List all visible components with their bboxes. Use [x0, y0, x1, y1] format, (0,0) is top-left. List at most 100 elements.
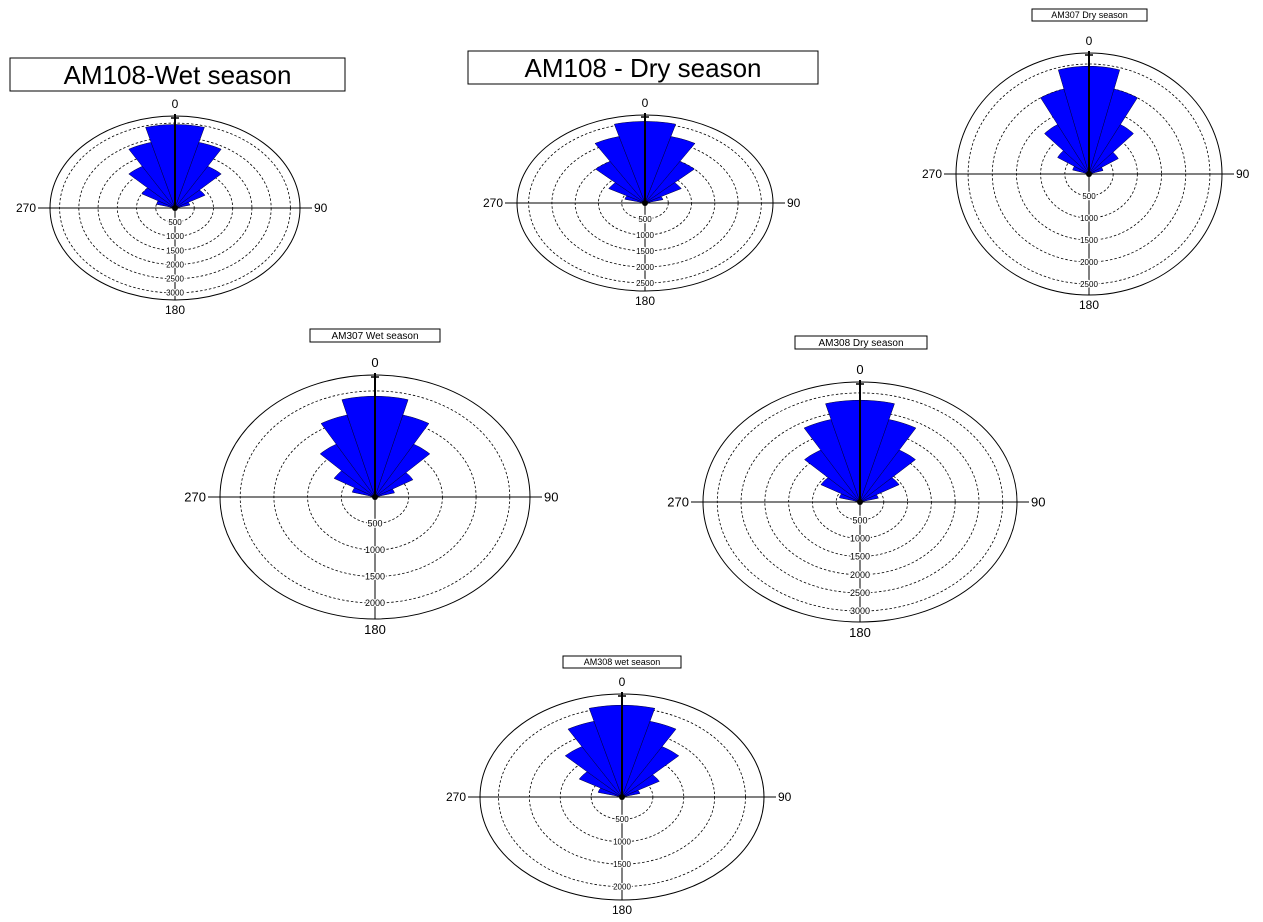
rose-petal-52.5	[644, 182, 682, 204]
chart-title-box	[1031, 8, 1148, 22]
rose-petal-22.5	[174, 142, 222, 209]
rose-petal-337.5	[803, 419, 861, 503]
rose-petal-307.5	[1057, 150, 1090, 175]
rose-petal-52.5	[621, 774, 660, 798]
rose-petal-22.5	[621, 721, 677, 798]
chart-title: AM307 Dry season	[1051, 10, 1128, 20]
rose-petal-37.5	[374, 443, 431, 498]
rose-petal-37.5	[621, 746, 680, 798]
rose-petal-322.5	[1044, 124, 1090, 175]
radial-tick-label-1500: 1500	[613, 860, 631, 869]
rose-petal-67.5	[174, 201, 191, 209]
rose-petal-67.5	[1088, 167, 1104, 175]
rose-petal-52.5	[859, 477, 900, 503]
chart-title: AM108-Wet season	[64, 60, 292, 90]
compass-label-west: 270	[446, 790, 466, 804]
compass-label-north: 0	[642, 96, 649, 110]
rose-petal-352.5	[1057, 65, 1090, 175]
radial-tick-label-1500: 1500	[636, 247, 654, 256]
radial-tick-label-500: 500	[638, 215, 652, 224]
radial-tick-label-500: 500	[852, 515, 867, 525]
compass-label-east: 90	[544, 490, 558, 505]
radial-tick-label-2500: 2500	[850, 588, 870, 598]
radial-tick-label-2000: 2000	[166, 260, 184, 269]
radial-tick-label-2000: 2000	[1080, 258, 1098, 267]
radial-tick-label-1000: 1000	[613, 838, 631, 847]
compass-label-south: 180	[635, 294, 655, 308]
rose-petal-52.5	[174, 189, 206, 209]
radial-tick-label-2500: 2500	[636, 279, 654, 288]
radial-tick-label-3000: 3000	[850, 606, 870, 616]
compass-label-east: 90	[1031, 495, 1045, 510]
rose-petal-307.5	[333, 470, 376, 498]
chart-title: AM308 wet season	[584, 657, 661, 667]
rose-petal-52.5	[1088, 151, 1119, 175]
compass-label-west: 270	[483, 196, 503, 210]
rose-petal-37.5	[1088, 124, 1134, 175]
radial-tick-label-1000: 1000	[1080, 214, 1098, 223]
rose-petal-22.5	[1088, 88, 1138, 175]
rose-petal-322.5	[564, 746, 623, 798]
chart-title-box	[562, 655, 682, 669]
rose-petal-52.5	[374, 472, 414, 498]
rose-petal-337.5	[594, 136, 646, 204]
rose-petal-337.5	[567, 721, 623, 798]
rose-petal-307.5	[608, 182, 646, 204]
rose-petal-307.5	[141, 187, 176, 209]
rose-petal-22.5	[374, 414, 430, 498]
rose-petal-37.5	[174, 165, 222, 209]
rose-petal-322.5	[595, 161, 646, 204]
radial-tick-label-1500: 1500	[166, 246, 184, 255]
rose-chart-6: AM308 wet season 500 1000 1500 2000 0 90 180 270	[446, 655, 792, 917]
chart-title-box	[9, 57, 346, 92]
compass-label-north: 0	[1086, 34, 1093, 48]
rose-petal-337.5	[1040, 88, 1090, 175]
compass-label-east: 90	[778, 790, 792, 804]
compass-label-south: 180	[849, 625, 871, 640]
compass-label-south: 180	[612, 903, 632, 917]
compass-label-south: 180	[1079, 298, 1099, 312]
compass-label-west: 270	[16, 201, 36, 215]
rose-chart-2: AM108 - Dry season 500 1000 1500 2000 2500 0 90…	[467, 50, 819, 308]
chart-title-box	[309, 328, 441, 343]
compass-label-north: 0	[856, 362, 863, 377]
rose-petal-352.5	[145, 124, 176, 209]
radial-tick-label-1000: 1000	[636, 231, 654, 240]
compass-label-north: 0	[619, 675, 626, 689]
radial-tick-label-1000: 1000	[166, 232, 184, 241]
rose-chart-3: AM307 Dry season 500 1000 1500 2000 2500 0 90 18…	[922, 8, 1250, 312]
radial-tick-label-2000: 2000	[365, 598, 385, 608]
rose-petal-337.5	[128, 142, 176, 209]
centre-point	[619, 794, 625, 800]
rose-petal-352.5	[613, 121, 646, 204]
rose-petal-322.5	[319, 443, 376, 498]
centre-point	[642, 200, 648, 206]
chart-title: AM108 - Dry season	[525, 53, 762, 83]
centre-point	[1086, 171, 1092, 177]
centre-point	[372, 494, 378, 500]
centre-point	[172, 205, 178, 211]
compass-label-south: 180	[165, 303, 185, 317]
rose-petal-352.5	[341, 395, 376, 498]
chart-title: AM308 Dry season	[818, 338, 903, 349]
rose-chart-5: AM308 Dry season 500 1000 1500 2000 2500 3000 0…	[667, 335, 1045, 640]
rose-petal-37.5	[859, 449, 916, 503]
rose-petal-67.5	[859, 494, 879, 503]
radial-tick-label-2000: 2000	[850, 570, 870, 580]
chart-title-box	[794, 335, 928, 350]
rose-chart-1: AM108-Wet season 500 1000 1500 2000 2500 3000 0…	[9, 57, 346, 317]
compass-label-east: 90	[787, 196, 801, 210]
rose-petal-22.5	[644, 136, 696, 204]
rose-petal-307.5	[820, 477, 861, 503]
radial-tick-label-3000: 3000	[166, 289, 184, 298]
compass-label-west: 270	[922, 167, 942, 181]
rose-petal-322.5	[128, 165, 176, 209]
compass-label-north: 0	[371, 355, 378, 370]
rose-petal-352.5	[588, 704, 623, 798]
rose-petal-352.5	[825, 399, 861, 503]
rose-petal-337.5	[320, 414, 376, 498]
centre-point	[857, 499, 863, 505]
radial-tick-label-1500: 1500	[365, 572, 385, 582]
radial-tick-label-2000: 2000	[613, 882, 631, 891]
